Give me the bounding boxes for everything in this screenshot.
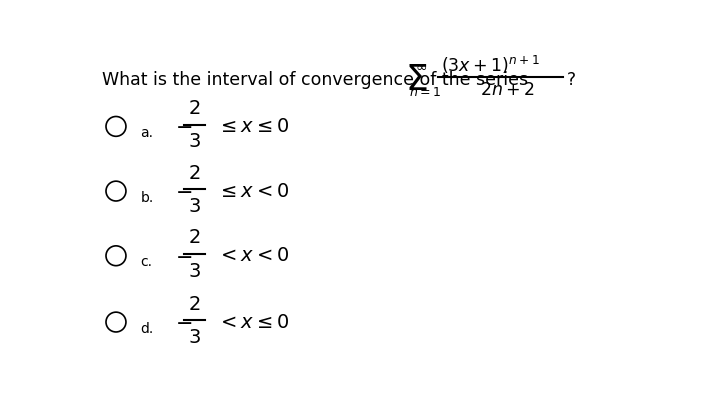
Text: $-$: $-$ [175,181,192,201]
Text: $2$: $2$ [188,99,200,118]
Text: $-$: $-$ [175,312,192,332]
Text: $-$: $-$ [175,116,192,136]
Text: $< x < 0$: $< x < 0$ [217,246,289,265]
Text: $3$: $3$ [188,132,201,152]
Text: $2n+2$: $2n+2$ [480,81,535,99]
Text: $\infty$: $\infty$ [415,60,428,74]
Text: d.: d. [140,322,154,336]
Text: $< x \leq 0$: $< x \leq 0$ [217,312,289,331]
Text: a.: a. [140,126,153,140]
Text: $\leq x \leq 0$: $\leq x \leq 0$ [217,117,289,136]
Text: $3$: $3$ [188,197,201,216]
Text: $\leq x < 0$: $\leq x < 0$ [217,181,289,201]
Text: $2$: $2$ [188,164,200,183]
Text: b.: b. [140,191,154,205]
Text: ?: ? [567,71,576,89]
Text: c.: c. [140,255,152,269]
Text: What is the interval of convergence of the series: What is the interval of convergence of t… [102,71,528,89]
Text: $\Sigma$: $\Sigma$ [405,63,428,97]
Text: $-$: $-$ [175,246,192,266]
Text: $3$: $3$ [188,262,201,281]
Text: $2$: $2$ [188,295,200,314]
Text: $3$: $3$ [188,328,201,347]
Text: $2$: $2$ [188,228,200,247]
Text: $n=1$: $n=1$ [408,86,440,99]
Text: $(3x+1)^{n+1}$: $(3x+1)^{n+1}$ [441,54,540,76]
